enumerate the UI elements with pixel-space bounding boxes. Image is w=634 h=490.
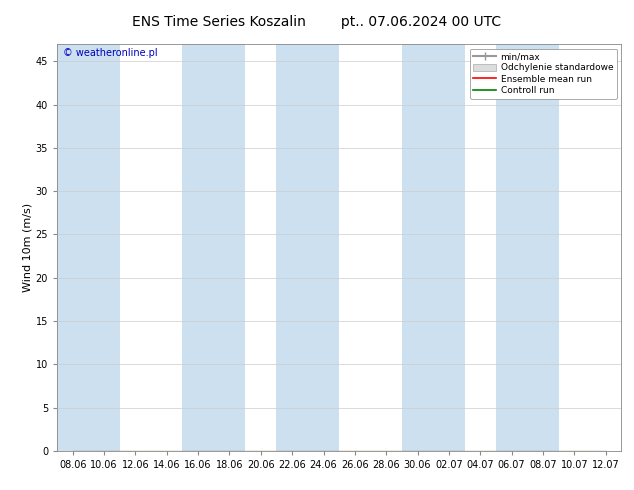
Bar <box>276 44 339 451</box>
Y-axis label: Wind 10m (m/s): Wind 10m (m/s) <box>23 203 33 292</box>
Legend: min/max, Odchylenie standardowe, Ensemble mean run, Controll run: min/max, Odchylenie standardowe, Ensembl… <box>470 49 617 98</box>
Text: © weatheronline.pl: © weatheronline.pl <box>63 48 157 58</box>
Text: ENS Time Series Koszalin        pt.. 07.06.2024 00 UTC: ENS Time Series Koszalin pt.. 07.06.2024… <box>133 15 501 29</box>
Bar <box>57 44 120 451</box>
Bar <box>496 44 559 451</box>
Bar <box>183 44 245 451</box>
Bar <box>402 44 465 451</box>
